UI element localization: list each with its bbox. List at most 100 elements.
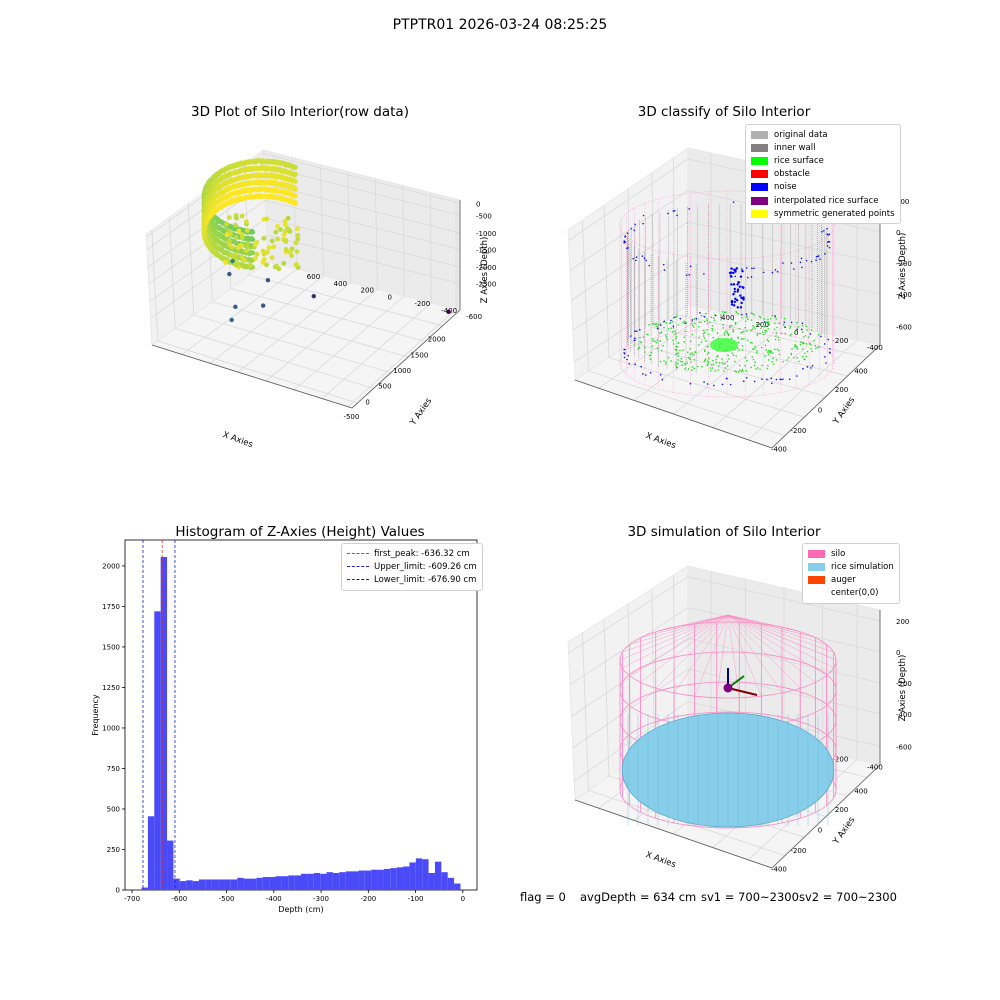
histogram-bar	[224, 879, 231, 890]
rice-surface-point	[680, 357, 683, 360]
noise-point	[795, 375, 798, 377]
rice-surface-point	[684, 362, 687, 365]
rice-surface-point	[717, 364, 720, 367]
legend-swatch	[751, 183, 768, 192]
histogram-bar	[237, 877, 244, 890]
noise-point	[689, 265, 692, 268]
rice-surface-point	[672, 317, 675, 319]
rice-surface-point	[792, 356, 795, 359]
rice-surface-point	[801, 342, 804, 344]
rice-surface-point	[681, 364, 683, 367]
legend-label: rice simulation	[831, 561, 894, 572]
noise-point	[775, 378, 778, 381]
rice-surface-point	[741, 370, 744, 372]
rice-surface-point	[724, 311, 727, 314]
rice-surface-point	[775, 335, 777, 337]
noise-point	[738, 285, 741, 288]
rice-surface-point	[667, 328, 670, 330]
noise-point	[679, 317, 682, 320]
x-axis-label: X Axies	[221, 430, 254, 450]
silo-ring	[619, 621, 837, 699]
rice-surface-point	[691, 333, 694, 336]
rice-surface-point	[760, 327, 762, 329]
x-tick-label: 0	[365, 398, 369, 406]
rice-surface-point	[746, 359, 748, 362]
surface-point	[295, 236, 301, 242]
rice-surface-point	[774, 316, 776, 319]
rice-surface-point	[672, 327, 675, 329]
rice-surface-point	[723, 334, 726, 336]
rice-surface-point	[776, 326, 778, 329]
histogram-bar	[307, 873, 314, 890]
rice-surface-point	[797, 326, 800, 328]
rice-surface-point	[691, 324, 694, 327]
rice-surface-point	[802, 355, 804, 358]
noise-point	[733, 290, 736, 293]
rice-surface-point	[684, 330, 686, 333]
noise-point	[771, 271, 774, 274]
rice-surface-point	[665, 363, 667, 365]
surface-point	[283, 239, 289, 244]
silo-roof-wire	[655, 614, 729, 689]
rice-surface-point	[691, 322, 693, 325]
x-tick-label: -200	[360, 895, 376, 903]
noise-point	[633, 229, 636, 232]
rice-surface-point	[741, 316, 743, 319]
z-tick-label: 0	[476, 200, 480, 208]
noise-point	[806, 366, 809, 368]
rice-surface-point	[655, 341, 658, 344]
surface-point	[294, 249, 300, 254]
rice-surface-point	[723, 332, 726, 334]
y-tick-label: -200	[414, 300, 430, 308]
noise-point	[741, 285, 744, 289]
rice-surface-point	[686, 351, 689, 354]
silo-roof-wire	[727, 614, 783, 694]
noise-point	[827, 338, 830, 341]
rice-surface-point	[659, 323, 661, 325]
noise-point	[739, 306, 743, 309]
rice-surface-point	[763, 317, 766, 320]
sv1-text: sv1 = 700~2300	[701, 890, 799, 904]
rice-surface-point	[706, 322, 709, 325]
rice-surface-point	[764, 329, 766, 332]
rice-surface-point	[786, 359, 788, 361]
rice-surface-point	[784, 332, 787, 335]
surface-point	[247, 262, 253, 268]
rice-surface-point	[743, 338, 745, 340]
rice-surface-point	[694, 322, 696, 325]
z-tick-label: -2000	[476, 264, 496, 272]
histogram-bar	[262, 877, 270, 890]
legend-swatch	[751, 156, 768, 165]
rice-surface-point	[804, 334, 807, 337]
rice-surface-point	[772, 363, 775, 365]
rice-surface-point	[732, 319, 734, 321]
z-axis-label: Z Axies (Depth)	[898, 233, 908, 300]
rice-surface-point	[706, 329, 708, 331]
rice-surface-point	[801, 324, 804, 327]
rice-surface-point	[722, 313, 725, 316]
grid-line	[193, 314, 391, 374]
grid-line	[687, 637, 881, 684]
grid-line	[212, 301, 409, 358]
silo-ring	[619, 190, 835, 260]
rice-surface-point	[682, 349, 684, 351]
noise-point	[802, 367, 804, 370]
noise-point	[790, 321, 793, 324]
wall-point	[293, 201, 298, 207]
histogram-bar	[313, 872, 321, 890]
y-tick-label: 400	[721, 314, 734, 322]
rice-surface-point	[720, 314, 722, 316]
rice-surface-point	[660, 332, 662, 334]
noise-point	[720, 316, 723, 319]
rice-surface-point	[691, 366, 694, 368]
x-tick-label: 0	[461, 895, 465, 903]
legend-item-interpolated: interpolated rice surface	[751, 194, 895, 207]
silo-roof-wire	[727, 614, 816, 638]
noise-point	[790, 262, 793, 264]
y-tick-label: -200	[832, 337, 848, 345]
axis-line	[771, 764, 881, 869]
rice-surface-point	[801, 348, 804, 350]
surface-point	[282, 218, 288, 224]
rice-surface-point	[726, 331, 728, 333]
axis-line	[771, 344, 881, 449]
